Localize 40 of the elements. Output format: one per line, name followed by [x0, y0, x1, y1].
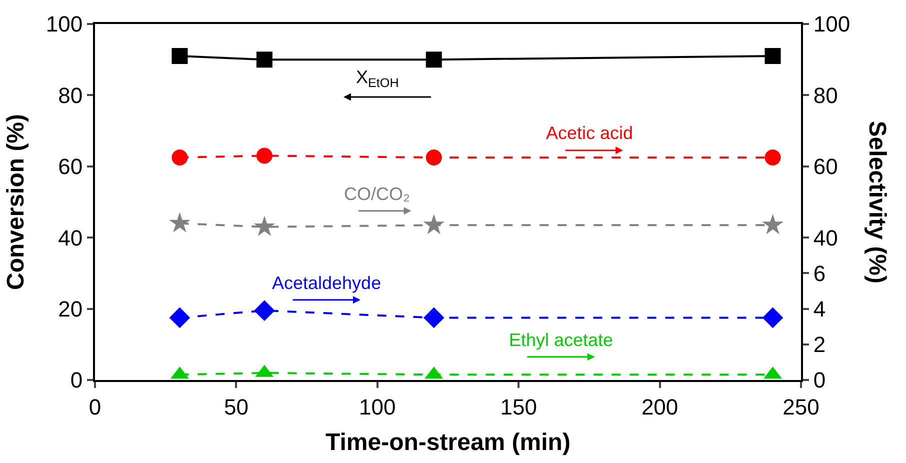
y-tick-label: 0 — [70, 368, 83, 393]
series-label: X$_{EtOH}$ — [356, 67, 399, 90]
x-tick-label: 0 — [88, 394, 102, 420]
point — [426, 150, 442, 166]
y3-tick-label: 80 — [813, 82, 838, 108]
series-label: Acetaldehyde — [272, 273, 382, 293]
y-axis-title: Conversion (%) — [2, 114, 30, 290]
point — [172, 150, 188, 166]
x-tick-label: 250 — [782, 394, 820, 420]
y-tick-label: 20 — [58, 296, 83, 322]
x-tick-label: 150 — [500, 394, 537, 420]
y3-tick-label: 40 — [813, 225, 838, 250]
y-tick-label: 40 — [58, 225, 83, 250]
y-tick-label: 80 — [58, 82, 83, 108]
point — [764, 150, 781, 166]
y2-axis-title: Selectivity (%) — [863, 120, 890, 284]
x-axis-title: Time-on-stream (min) — [326, 429, 570, 456]
x-tick-label: 50 — [224, 394, 248, 420]
point — [254, 216, 276, 236]
series-label: Acetic acid — [546, 123, 634, 143]
series-label: Ethyl acetate — [509, 330, 614, 350]
point — [762, 307, 784, 328]
point — [169, 212, 190, 232]
point — [169, 307, 190, 328]
point — [256, 148, 272, 164]
x-tick-label: 200 — [641, 394, 678, 420]
point — [423, 307, 444, 328]
point — [423, 214, 445, 234]
x-tick-label: 100 — [359, 394, 396, 420]
y2-tick-label: 4 — [813, 296, 826, 322]
point — [762, 214, 784, 234]
y3-tick-label: 60 — [813, 154, 838, 180]
y3-tick-label: 100 — [813, 12, 850, 37]
y2-tick-label: 6 — [813, 260, 826, 286]
point — [254, 300, 275, 321]
y-tick-label: 60 — [58, 154, 83, 180]
y2-tick-label: 0 — [813, 368, 826, 393]
y2-tick-label: 2 — [813, 332, 826, 358]
y-tick-label: 100 — [46, 12, 83, 37]
series-label: CO/CO₂ — [344, 184, 410, 204]
